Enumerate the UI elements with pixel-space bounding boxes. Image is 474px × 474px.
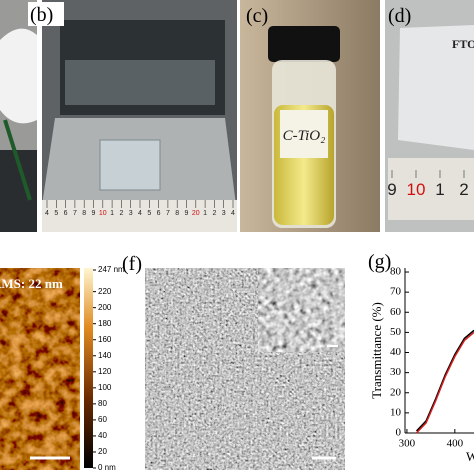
ruler-number: 5 [54,210,58,217]
colorbar-label: 60 [98,415,107,424]
chamber-interior [65,60,215,105]
colorbar-label: 180 [98,319,112,328]
ruler-number: 10 [99,210,107,217]
panel-label: (b) [30,4,53,26]
ruler-number: 2 [459,180,468,199]
ruler-number: 8 [175,210,179,217]
colorbar-label: 140 [98,351,112,360]
y-tick-label: 50 [390,326,402,338]
x-tick-label: 300 [399,438,416,450]
rms-text: RMS: 22 nm [0,276,63,291]
y-tick-label: 70 [390,286,402,298]
fto-glass [398,25,474,150]
y-tick-label: 20 [390,386,402,398]
ruler-number: 5 [147,210,151,217]
ruler-number: 7 [166,210,170,217]
y-tick-label: 10 [390,406,402,418]
ruler-number: 4 [231,210,235,217]
y-tick-label: 30 [390,366,402,378]
label-bg [28,2,64,26]
afm-image [0,268,80,470]
ruler-number: 4 [138,210,142,217]
y-tick-label: 80 [390,266,402,278]
colorbar-label: 220 [98,287,112,296]
ruler-labels: 4 5 6 7 8 9 10 1 2 3 4 5 6 7 8 9 20 1 2 3 4 [45,200,235,217]
panel-label: (g) [368,251,391,273]
vial-text: C-TiO₂ [283,128,326,144]
colorbar-label: 20 [98,447,107,456]
y-tick-label: 60 [390,306,402,318]
panel-label: (d) [388,5,411,27]
line [415,331,474,434]
y-tick-label: 40 [390,346,402,358]
ruler-number: 9 [185,210,189,217]
ruler-number: 2 [212,210,216,217]
y-tick-label: 0 [396,427,402,439]
colorbar [84,268,93,468]
ruler-b [42,200,237,232]
vial-label [280,110,328,158]
ruler-number: 3 [129,210,133,217]
sem-inset [257,267,346,353]
line [415,329,474,432]
ruler-d [388,158,474,220]
ruler-number: 6 [64,210,68,217]
colorbar-label: 200 [98,303,112,312]
panel-label: (f) [122,253,142,275]
ruler-number: 10 [407,180,426,199]
y-axis-label: Transmittance (%) [369,302,384,399]
chart: 0 10 20 30 40 50 60 70 80 300 400 Transmittance (%)… [369,266,474,464]
ruler-labels: 9 10 1 2 [387,170,469,199]
ruler-number: 1 [435,180,444,199]
colorbar-label: 160 [98,335,112,344]
cloth [0,28,37,124]
clamp [3,119,32,201]
colorbar-ticks: 247 nm 220 200 180 160 140 120 100 80 60 40 20 0 nm [93,265,125,472]
colorbar-label: 247 nm [98,265,125,274]
vial-cap [268,26,340,62]
colorbar-label: 80 [98,399,107,408]
substrates [99,139,161,191]
glass-text: FTO [452,37,474,51]
ruler-number: 2 [119,210,123,217]
ruler-number: 1 [203,210,207,217]
colorbar-label: 0 nm [98,463,116,472]
panel-label: (c) [246,5,268,27]
ruler-number: 4 [45,210,49,217]
colorbar-label: 40 [98,431,107,440]
colorbar-label: 120 [98,367,112,376]
ruler-number: 1 [110,210,114,217]
ruler-number: 8 [82,210,86,217]
colorbar-label: 100 [98,383,112,392]
ruler-number: 9 [387,180,396,199]
ruler-number: 6 [157,210,161,217]
x-tick-label: 400 [447,438,464,450]
x-axis-label: Wavelength (nm) [466,449,474,464]
ruler-number: 3 [222,210,226,217]
ruler-number: 7 [73,210,77,217]
ruler-number: 9 [92,210,96,217]
ruler-number: 20 [192,210,200,217]
